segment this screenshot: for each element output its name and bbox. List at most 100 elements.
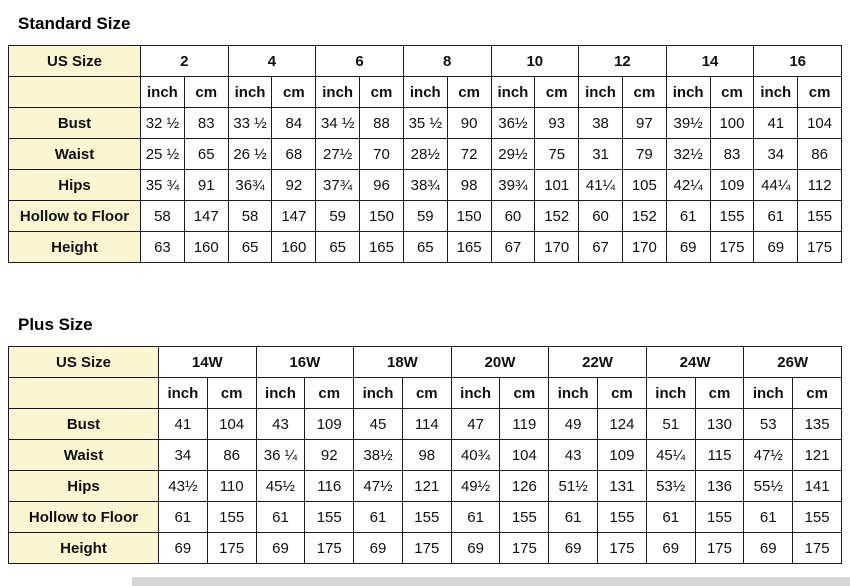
- value-cell: 27½: [315, 138, 361, 170]
- size-col-header: 16: [753, 45, 842, 77]
- size-col-header: 2: [140, 45, 229, 77]
- value-cell: 175: [709, 231, 755, 263]
- value-cell: 79: [621, 138, 667, 170]
- value-cell: 109: [597, 439, 647, 471]
- unit-inch-header: inch: [227, 76, 273, 108]
- value-cell: 155: [792, 501, 842, 533]
- value-cell: 26 ½: [227, 138, 273, 170]
- unit-inch-header: inch: [402, 76, 448, 108]
- value-cell: 131: [597, 470, 647, 502]
- value-cell: 34 ½: [315, 107, 361, 139]
- value-cell: 86: [206, 439, 257, 471]
- value-cell: 51½: [548, 470, 599, 502]
- size-col-header: 14W: [158, 346, 257, 378]
- value-cell: 83: [183, 107, 229, 139]
- value-cell: 69: [645, 532, 696, 564]
- unit-cm-header: cm: [534, 76, 580, 108]
- table-row: US Size 2 4 6 8 10 12 14 16: [8, 45, 842, 77]
- value-cell: 96: [359, 169, 404, 201]
- value-cell: 55½: [743, 470, 794, 502]
- value-cell: 160: [271, 231, 317, 263]
- value-cell: 170: [534, 231, 580, 263]
- value-cell: 35 ½: [402, 107, 448, 139]
- value-cell: 98: [446, 169, 492, 201]
- value-cell: 119: [499, 408, 550, 440]
- table-row: Waist 25 ½ 65 26 ½ 68 27½ 70 28½ 72 29½ …: [8, 138, 842, 170]
- us-size-header: US Size: [8, 45, 141, 77]
- value-cell: 69: [548, 532, 599, 564]
- value-cell: 175: [792, 532, 842, 564]
- value-cell: 121: [401, 470, 452, 502]
- table-row: Bust 41 104 43 109 45 114 47 119 49 124 …: [8, 408, 842, 440]
- value-cell: 61: [645, 501, 696, 533]
- table-row: Hips 43½ 110 45½ 116 47½ 121 49½ 126 51½…: [8, 470, 842, 502]
- value-cell: 109: [304, 408, 355, 440]
- value-cell: 33 ½: [227, 107, 273, 139]
- value-cell: 39¾: [490, 169, 536, 201]
- unit-inch-header: inch: [450, 377, 501, 409]
- value-cell: 175: [499, 532, 550, 564]
- value-cell: 61: [753, 200, 799, 232]
- value-cell: 155: [694, 501, 745, 533]
- value-cell: 61: [353, 501, 403, 533]
- value-cell: 155: [206, 501, 257, 533]
- value-cell: 69: [450, 532, 501, 564]
- value-cell: 61: [665, 200, 711, 232]
- value-cell: 126: [499, 470, 550, 502]
- value-cell: 116: [304, 470, 355, 502]
- value-cell: 124: [597, 408, 647, 440]
- value-cell: 165: [446, 231, 492, 263]
- size-col-header: 22W: [548, 346, 647, 378]
- value-cell: 49: [548, 408, 599, 440]
- value-cell: 40¾: [450, 439, 501, 471]
- value-cell: 90: [446, 107, 492, 139]
- value-cell: 91: [183, 169, 229, 201]
- value-cell: 32 ½: [140, 107, 185, 139]
- value-cell: 155: [597, 501, 647, 533]
- value-cell: 25 ½: [140, 138, 185, 170]
- value-cell: 104: [797, 107, 842, 139]
- value-cell: 65: [183, 138, 229, 170]
- value-cell: 92: [304, 439, 355, 471]
- value-cell: 59: [402, 200, 448, 232]
- table-row: inch cm inch cm inch cm inch cm inch cm …: [8, 76, 842, 108]
- value-cell: 114: [401, 408, 452, 440]
- value-cell: 53½: [645, 470, 696, 502]
- value-cell: 84: [271, 107, 317, 139]
- unit-inch-header: inch: [158, 377, 208, 409]
- table-row: US Size 14W 16W 18W 20W 22W 24W 26W: [8, 346, 842, 378]
- value-cell: 97: [621, 107, 667, 139]
- value-cell: 45¼: [645, 439, 696, 471]
- unit-cm-header: cm: [694, 377, 745, 409]
- value-cell: 35 ¾: [140, 169, 185, 201]
- value-cell: 34: [158, 439, 208, 471]
- value-cell: 67: [578, 231, 623, 263]
- value-cell: 38½: [353, 439, 403, 471]
- value-cell: 104: [206, 408, 257, 440]
- value-cell: 65: [402, 231, 448, 263]
- value-cell: 47: [450, 408, 501, 440]
- unit-cm-header: cm: [401, 377, 452, 409]
- size-col-header: 12: [578, 45, 667, 77]
- value-cell: 42¼: [665, 169, 711, 201]
- value-cell: 75: [534, 138, 580, 170]
- standard-size-title: Standard Size: [18, 14, 131, 33]
- value-cell: 104: [499, 439, 550, 471]
- unit-inch-header: inch: [665, 76, 711, 108]
- value-cell: 150: [446, 200, 492, 232]
- value-cell: 43½: [158, 470, 208, 502]
- plus-size-table: US Size 14W 16W 18W 20W 22W 24W 26W inch…: [8, 346, 842, 564]
- value-cell: 36½: [490, 107, 536, 139]
- value-cell: 130: [694, 408, 745, 440]
- row-label: Hips: [8, 470, 159, 502]
- unit-cm-header: cm: [206, 377, 257, 409]
- value-cell: 165: [359, 231, 404, 263]
- row-label: Waist: [8, 138, 141, 170]
- value-cell: 175: [304, 532, 355, 564]
- unit-cm-header: cm: [271, 76, 317, 108]
- value-cell: 155: [499, 501, 550, 533]
- value-cell: 36¾: [227, 169, 273, 201]
- table-row: Bust 32 ½ 83 33 ½ 84 34 ½ 88 35 ½ 90 36½…: [8, 107, 842, 139]
- size-col-header: 6: [315, 45, 404, 77]
- value-cell: 170: [621, 231, 667, 263]
